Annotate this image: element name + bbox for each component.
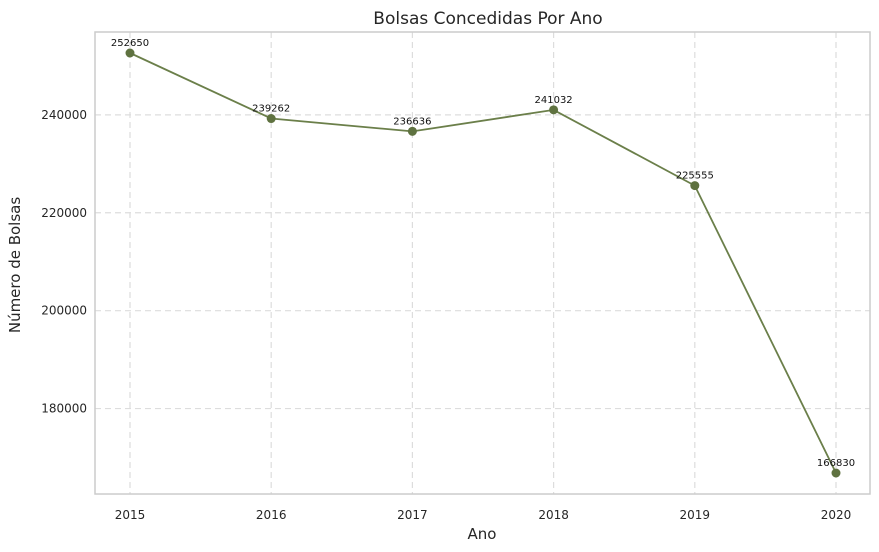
data-label: 241032 — [535, 95, 573, 106]
grid-layer — [95, 32, 870, 494]
x-tick-label: 2018 — [538, 508, 569, 522]
data-point — [266, 114, 276, 124]
y-tick-label: 220000 — [41, 206, 87, 220]
data-point — [690, 181, 700, 191]
data-point — [407, 126, 417, 136]
y-tick-label: 180000 — [41, 402, 87, 416]
x-tick-label: 2019 — [680, 508, 711, 522]
data-point — [125, 48, 135, 58]
y-axis-label: Número de Bolsas — [6, 197, 24, 334]
marker-layer — [125, 48, 841, 478]
tick-layer: 2015 2016 2017 2018 2019 2020 180000 200000 2200… — [41, 108, 851, 522]
plot-frame — [94, 31, 871, 495]
y-tick-label: 200000 — [41, 304, 87, 318]
data-label: 239262 — [252, 104, 290, 115]
x-tick-label: 2015 — [115, 508, 146, 522]
data-label: 236636 — [393, 116, 431, 127]
data-label-layer: 252650 239262 236636 241032 225555 166830 — [111, 38, 855, 469]
data-label: 225555 — [676, 171, 714, 182]
chart-title: Bolsas Concedidas Por Ano — [373, 9, 602, 29]
x-axis-label: Ano — [468, 525, 497, 543]
x-tick-label: 2020 — [821, 508, 852, 522]
data-point — [549, 105, 559, 115]
series-line — [129, 52, 837, 474]
y-tick-label: 240000 — [41, 108, 87, 122]
x-tick-label: 2017 — [397, 508, 428, 522]
data-label: 252650 — [111, 38, 149, 49]
data-label: 166830 — [817, 458, 855, 469]
x-tick-label: 2016 — [256, 508, 287, 522]
data-point — [831, 468, 841, 478]
